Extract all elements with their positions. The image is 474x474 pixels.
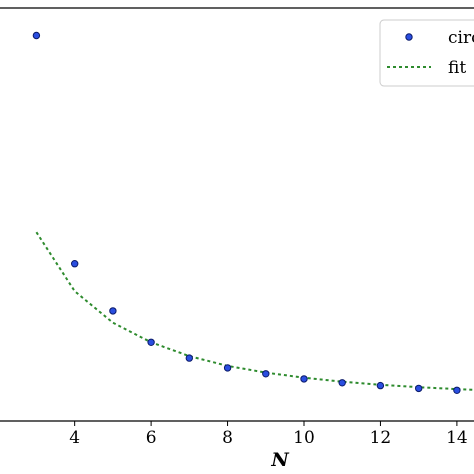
circ-point (147, 338, 155, 346)
circ-point (223, 364, 232, 372)
circ-point (32, 31, 41, 40)
circ-point (453, 386, 461, 394)
x-tick-label: 6 (146, 428, 157, 448)
circ-series (32, 31, 461, 394)
legend-box (379, 19, 474, 87)
x-tick-label: 10 (293, 428, 315, 448)
legend-circ-label: circ (448, 28, 474, 48)
circ-point (338, 379, 346, 387)
legend-circ-marker (405, 33, 413, 41)
x-tick-label: 14 (446, 428, 468, 448)
x-tick-label: 4 (69, 428, 80, 448)
fit-series (35, 231, 474, 391)
circ-point (262, 370, 270, 378)
fit-line (35, 231, 474, 391)
circ-point (376, 381, 385, 390)
x-tick-label: 12 (370, 428, 392, 448)
circ-point (300, 375, 308, 383)
circ-point (109, 307, 117, 315)
circ-point (71, 260, 79, 268)
circ-point (415, 384, 423, 393)
legend: circ fit (379, 19, 474, 87)
x-axis-label: N (270, 449, 289, 471)
x-ticks: 4 6 8 10 12 14 (69, 421, 468, 448)
legend-fit-label: fit (448, 58, 466, 78)
circ-point (185, 354, 194, 362)
axes (0, 7, 474, 422)
x-tick-label: 8 (222, 428, 233, 448)
